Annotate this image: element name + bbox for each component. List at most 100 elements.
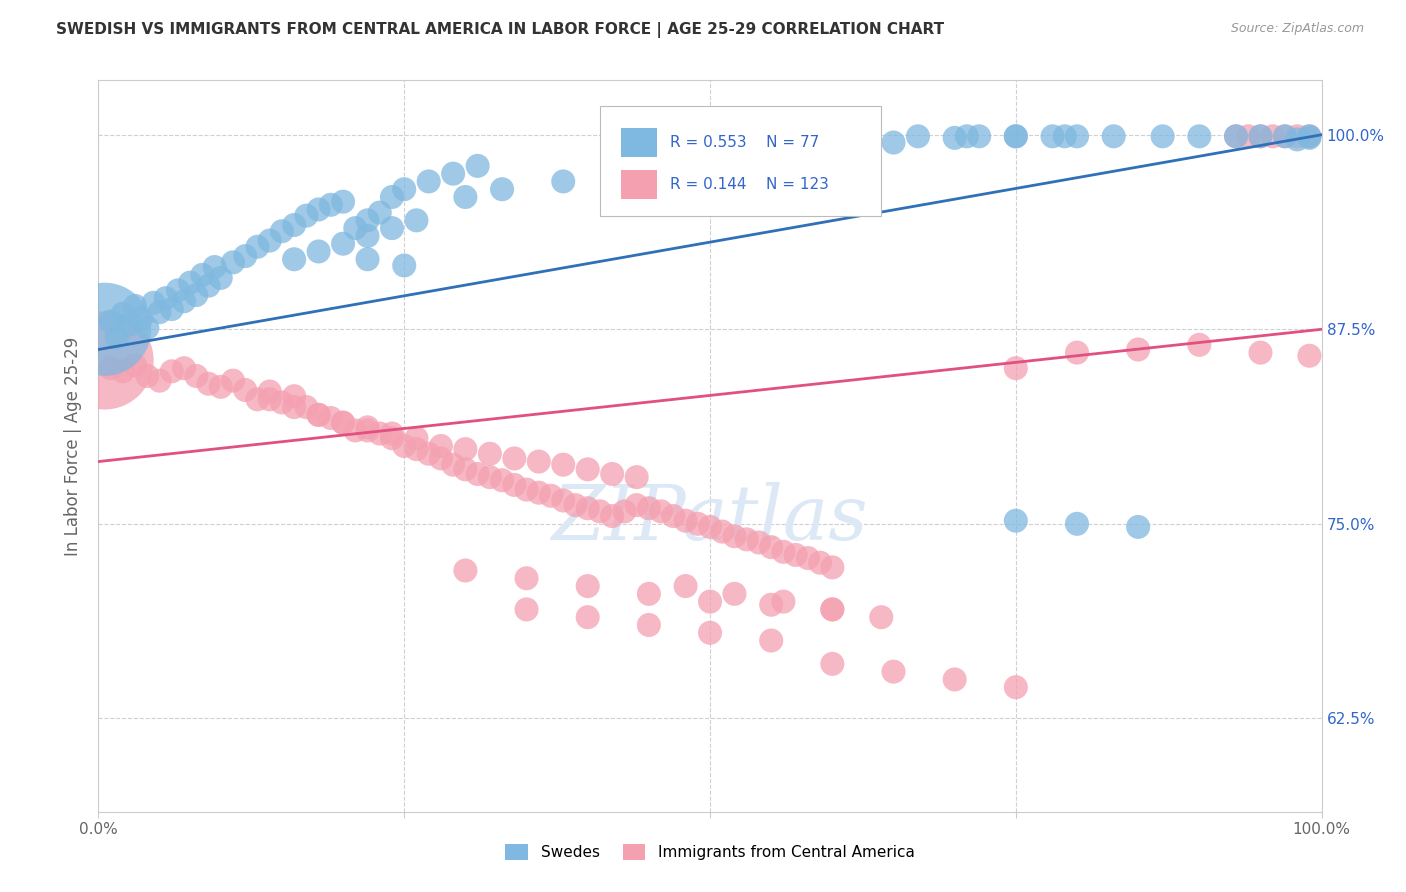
Point [344,221,367,235]
Point [1004,361,1026,376]
Point [1286,129,1309,144]
Point [381,431,404,445]
Text: SWEDISH VS IMMIGRANTS FROM CENTRAL AMERICA IN LABOR FORCE | AGE 25-29 CORRELATIO: SWEDISH VS IMMIGRANTS FROM CENTRAL AMERI… [56,22,945,38]
Point [259,384,281,399]
Point [405,442,427,456]
Point [540,489,562,503]
Point [259,392,281,407]
Point [467,467,489,481]
Point [883,136,905,150]
Point [1188,129,1211,144]
Point [564,498,586,512]
Point [1298,129,1320,144]
Point [808,556,831,570]
Point [441,458,464,472]
Point [675,579,697,593]
Point [1298,131,1320,145]
Point [319,198,342,212]
Point [173,294,195,309]
Point [1066,129,1088,144]
Point [186,368,208,383]
Point [186,288,208,302]
Point [441,167,464,181]
Point [589,504,612,518]
Point [491,182,513,196]
Point [454,190,477,204]
Point [124,299,146,313]
Point [772,594,794,608]
Point [124,358,146,372]
Point [626,498,648,512]
Point [821,657,844,671]
Point [308,244,330,259]
Y-axis label: In Labor Force | Age 25-29: In Labor Force | Age 25-29 [65,336,83,556]
Point [381,221,404,235]
Point [136,368,159,383]
Point [1261,129,1284,144]
FancyBboxPatch shape [620,169,658,199]
Point [943,673,966,687]
Point [160,364,183,378]
Point [209,271,232,285]
Point [503,451,526,466]
Point [381,426,404,441]
Point [761,540,783,554]
Point [527,485,550,500]
Text: Source: ZipAtlas.com: Source: ZipAtlas.com [1230,22,1364,36]
Point [142,295,165,310]
Point [1249,129,1271,144]
Point [1225,129,1247,144]
Point [100,314,122,328]
Text: R = 0.144    N = 123: R = 0.144 N = 123 [669,177,828,192]
Point [1004,129,1026,144]
Point [735,533,758,547]
Point [454,462,477,476]
Point [699,520,721,534]
Point [332,236,354,251]
Point [270,224,294,238]
Point [392,439,416,453]
Point [527,454,550,468]
Point [1249,345,1271,359]
Point [613,504,636,518]
Point [118,318,141,332]
Point [93,322,115,336]
Point [515,483,537,497]
Point [270,395,294,409]
Text: R = 0.553    N = 77: R = 0.553 N = 77 [669,135,818,150]
Point [748,535,770,549]
Point [418,447,440,461]
Point [209,380,232,394]
Point [883,665,905,679]
Point [392,259,416,273]
Point [600,509,623,524]
Point [1274,129,1296,144]
Point [1004,514,1026,528]
Point [711,524,734,539]
Point [637,618,661,632]
Point [356,213,378,227]
Point [173,361,195,376]
Point [870,610,893,624]
Point [1066,345,1088,359]
Point [699,594,721,608]
FancyBboxPatch shape [620,128,658,157]
Point [430,439,453,453]
Point [295,209,318,223]
Point [553,174,575,188]
Point [344,424,367,438]
Point [332,194,354,209]
Legend: Swedes, Immigrants from Central America: Swedes, Immigrants from Central America [499,838,921,866]
Point [111,364,134,378]
Point [662,509,685,524]
Point [1274,129,1296,144]
Point [943,131,966,145]
Point [111,307,134,321]
Point [204,260,226,274]
Point [723,587,745,601]
Point [356,424,378,438]
Point [136,320,159,334]
Point [368,426,391,441]
Point [576,501,599,516]
Point [418,174,440,188]
